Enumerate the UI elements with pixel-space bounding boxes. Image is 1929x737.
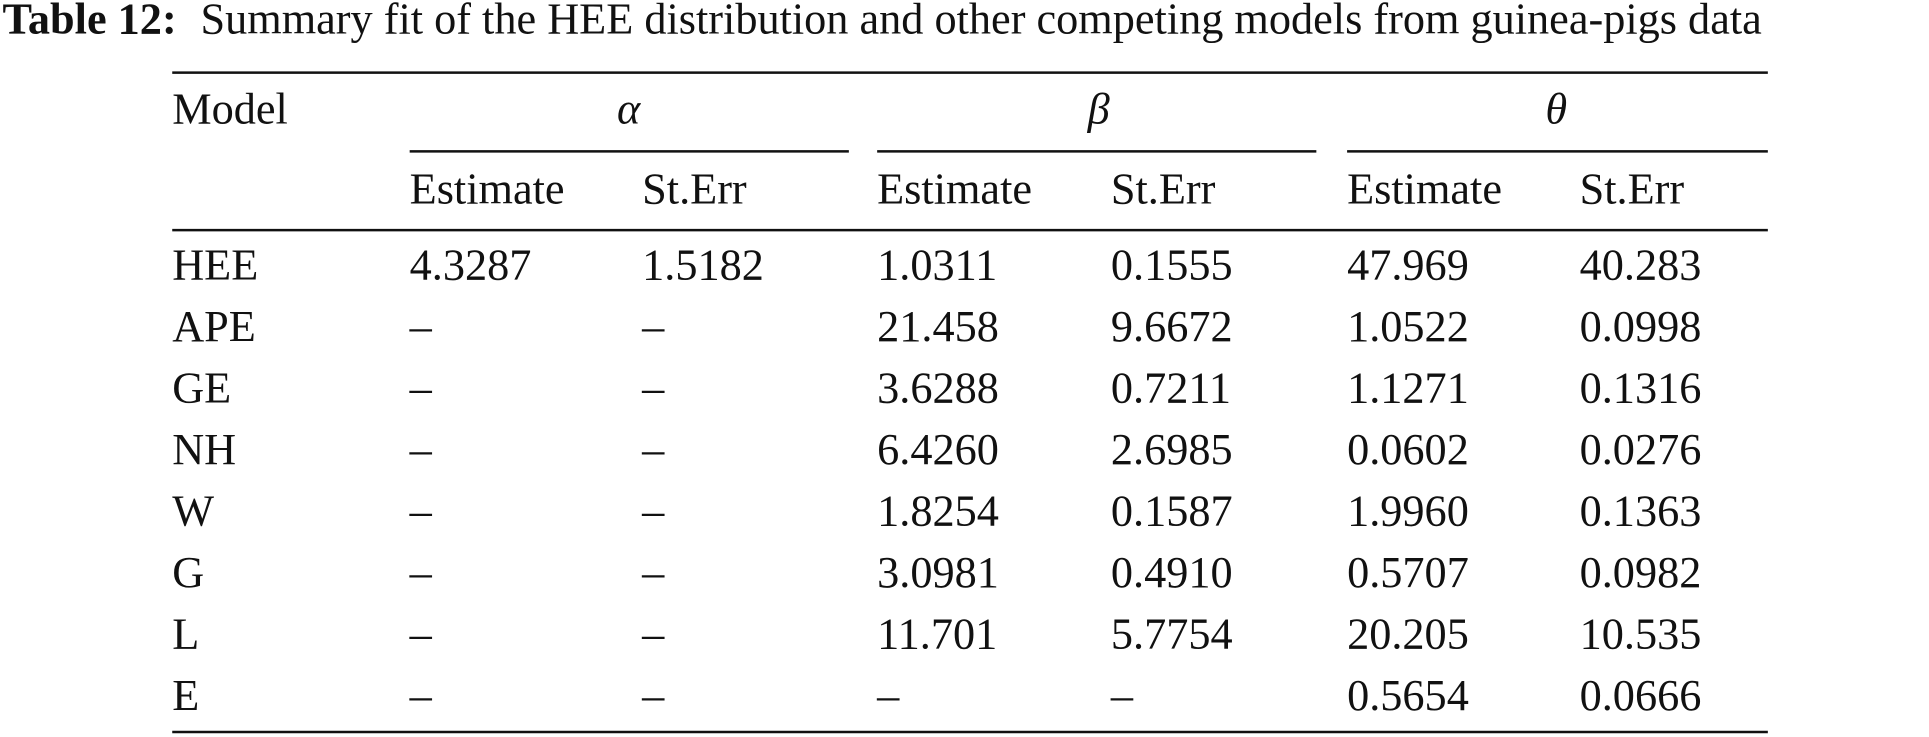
cell: 20.205 bbox=[1347, 610, 1469, 659]
caption-label: Table 12: bbox=[2, 0, 176, 44]
cell: 0.0666 bbox=[1580, 671, 1702, 720]
cell: 1.0311 bbox=[877, 241, 997, 290]
cell: – bbox=[409, 364, 433, 413]
cell: 0.0998 bbox=[1580, 302, 1702, 351]
row-label: E bbox=[172, 671, 199, 720]
caption-text: Summary fit of the HEE distribution and … bbox=[201, 0, 1763, 44]
cell: – bbox=[1110, 671, 1134, 720]
cell: 0.0276 bbox=[1580, 425, 1702, 474]
cell: 47.969 bbox=[1347, 241, 1469, 290]
cell: 0.1363 bbox=[1580, 487, 1702, 536]
cell: – bbox=[641, 548, 665, 597]
cell: 1.8254 bbox=[877, 487, 999, 536]
cell: 0.1555 bbox=[1111, 241, 1233, 290]
model-header: Model bbox=[172, 84, 288, 133]
cell: 2.6985 bbox=[1111, 425, 1233, 474]
row-label: GE bbox=[172, 364, 231, 413]
cell: – bbox=[409, 671, 433, 720]
cell: 0.0982 bbox=[1580, 548, 1702, 597]
row-label: HEE bbox=[172, 241, 258, 290]
row-label: G bbox=[172, 548, 204, 597]
sub-header: Estimate bbox=[410, 164, 565, 213]
cell: 1.9960 bbox=[1347, 487, 1469, 536]
cell: – bbox=[641, 425, 665, 474]
cell: 11.701 bbox=[877, 610, 997, 659]
cell: 0.7211 bbox=[1111, 364, 1231, 413]
cell: – bbox=[641, 610, 665, 659]
cell: 0.5707 bbox=[1347, 548, 1469, 597]
cell: 0.5654 bbox=[1347, 671, 1469, 720]
cell: 9.6672 bbox=[1111, 302, 1233, 351]
cell: 1.5182 bbox=[642, 241, 764, 290]
cell: – bbox=[409, 425, 433, 474]
sub-header: St.Err bbox=[1580, 164, 1685, 213]
row-label: W bbox=[172, 487, 214, 536]
cell: 1.1271 bbox=[1347, 364, 1469, 413]
cell: – bbox=[641, 671, 665, 720]
row-label: NH bbox=[172, 425, 236, 474]
cell: 6.4260 bbox=[877, 425, 999, 474]
cell: – bbox=[409, 548, 433, 597]
group-header: β bbox=[1087, 84, 1110, 133]
row-label: APE bbox=[172, 302, 256, 351]
cell: – bbox=[641, 364, 665, 413]
cell: – bbox=[641, 302, 665, 351]
cell: – bbox=[409, 487, 433, 536]
cell: 0.0602 bbox=[1347, 425, 1469, 474]
cell: – bbox=[876, 671, 900, 720]
group-header: α bbox=[617, 84, 641, 133]
cell: 21.458 bbox=[877, 302, 999, 351]
sub-header: St.Err bbox=[642, 164, 747, 213]
cell: 1.0522 bbox=[1347, 302, 1469, 351]
cell: 5.7754 bbox=[1111, 610, 1233, 659]
cell: 3.6288 bbox=[877, 364, 999, 413]
cell: 10.535 bbox=[1580, 610, 1702, 659]
cell: 0.1587 bbox=[1111, 487, 1233, 536]
cell: 3.0981 bbox=[877, 548, 999, 597]
cell: – bbox=[641, 487, 665, 536]
cell: 0.4910 bbox=[1111, 548, 1233, 597]
sub-header: St.Err bbox=[1111, 164, 1216, 213]
row-label: L bbox=[172, 610, 199, 659]
cell: 0.1316 bbox=[1580, 364, 1702, 413]
sub-header: Estimate bbox=[877, 164, 1032, 213]
cell: – bbox=[409, 610, 433, 659]
cell: 40.283 bbox=[1580, 241, 1702, 290]
cell: 4.3287 bbox=[410, 241, 532, 290]
cell: – bbox=[409, 302, 433, 351]
sub-header: Estimate bbox=[1347, 164, 1502, 213]
group-header: θ bbox=[1545, 84, 1567, 133]
